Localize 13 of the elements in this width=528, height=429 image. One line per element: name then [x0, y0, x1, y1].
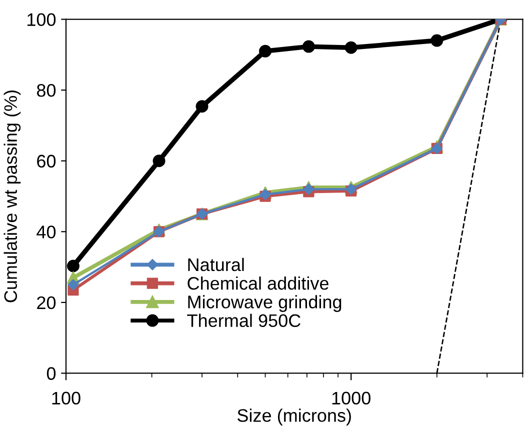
y-tick-label: 0 [46, 367, 56, 380]
legend-label: Thermal 950C [187, 314, 300, 328]
x-tick-label: 1000 [332, 392, 370, 405]
y-tick-label: 100 [28, 13, 56, 26]
legend-label: Chemical additive [188, 276, 328, 290]
y-tick-label: 20 [37, 296, 56, 310]
y-axis-title: Cumulative wt passing (%) [4, 90, 21, 302]
legend-label: Microwave grinding [188, 295, 342, 312]
y-tick-label: 80 [36, 84, 56, 97]
y-tick-label: 40 [36, 226, 56, 238]
y-tick-label: 60 [37, 154, 56, 168]
legend-label: Natural [188, 258, 244, 272]
x-axis-title: Size (microns) [238, 408, 351, 426]
